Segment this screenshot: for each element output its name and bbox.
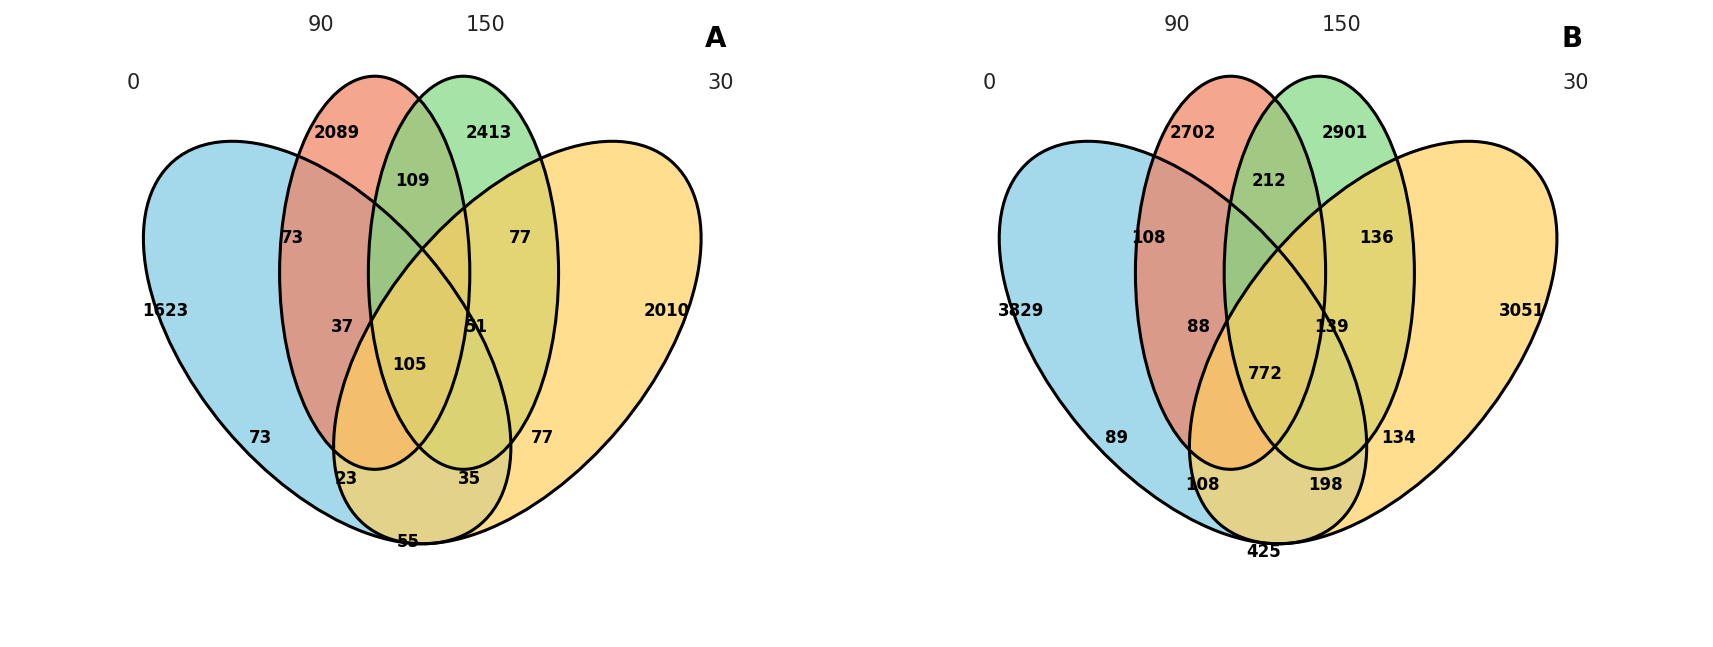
Text: 77: 77: [531, 428, 555, 446]
Ellipse shape: [144, 141, 510, 543]
Text: 35: 35: [459, 470, 481, 488]
Ellipse shape: [1136, 76, 1326, 469]
Ellipse shape: [279, 76, 469, 469]
Text: 88: 88: [1187, 318, 1211, 336]
Ellipse shape: [1225, 76, 1415, 469]
Text: 90: 90: [307, 16, 334, 36]
Text: 73: 73: [248, 428, 272, 446]
Text: 30: 30: [707, 72, 733, 93]
Text: A: A: [706, 25, 726, 54]
Text: 139: 139: [1314, 318, 1350, 336]
Text: 150: 150: [1322, 16, 1362, 36]
Text: 90: 90: [1163, 16, 1191, 36]
Text: 37: 37: [331, 318, 355, 336]
Text: 134: 134: [1381, 428, 1417, 446]
Text: 108: 108: [1131, 229, 1165, 247]
Text: 2702: 2702: [1170, 124, 1216, 142]
Text: 150: 150: [466, 16, 505, 36]
Text: 425: 425: [1247, 543, 1281, 561]
Text: 2089: 2089: [313, 124, 360, 142]
Text: 772: 772: [1249, 365, 1283, 383]
Text: 77: 77: [509, 229, 533, 247]
Ellipse shape: [368, 76, 558, 469]
Text: 109: 109: [396, 172, 430, 190]
Text: 0: 0: [983, 72, 997, 93]
Text: 3051: 3051: [1499, 302, 1545, 320]
Text: 105: 105: [392, 356, 427, 374]
Text: B: B: [1561, 25, 1583, 54]
Ellipse shape: [1189, 141, 1557, 543]
Text: 23: 23: [334, 470, 358, 488]
Text: 108: 108: [1185, 476, 1220, 494]
Text: 73: 73: [281, 229, 303, 247]
Text: 0: 0: [127, 72, 140, 93]
Text: 89: 89: [1105, 428, 1127, 446]
Text: 2010: 2010: [644, 302, 689, 320]
Text: 136: 136: [1358, 229, 1394, 247]
Text: 1623: 1623: [142, 302, 188, 320]
Text: 55: 55: [397, 533, 420, 551]
Ellipse shape: [999, 141, 1367, 543]
Text: 2901: 2901: [1321, 124, 1367, 142]
Text: 198: 198: [1309, 476, 1343, 494]
Ellipse shape: [334, 141, 701, 543]
Text: 51: 51: [464, 318, 488, 336]
Text: 3829: 3829: [999, 302, 1045, 320]
Text: 30: 30: [1562, 72, 1590, 93]
Text: 212: 212: [1250, 172, 1286, 190]
Text: 2413: 2413: [466, 124, 512, 142]
